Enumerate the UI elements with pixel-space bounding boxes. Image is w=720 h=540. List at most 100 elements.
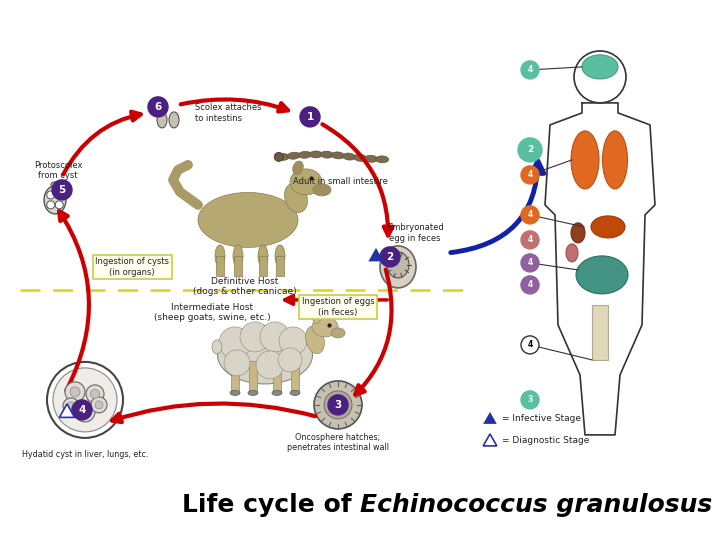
Ellipse shape [275, 245, 285, 267]
Circle shape [80, 407, 90, 417]
Text: 4: 4 [527, 280, 533, 289]
Text: 2: 2 [387, 252, 394, 262]
Circle shape [55, 201, 63, 209]
Ellipse shape [276, 153, 289, 160]
Circle shape [314, 381, 362, 429]
Circle shape [86, 385, 104, 403]
Circle shape [278, 348, 302, 372]
Circle shape [47, 201, 55, 209]
Polygon shape [483, 412, 497, 424]
Ellipse shape [591, 216, 625, 238]
Ellipse shape [387, 252, 409, 278]
Ellipse shape [272, 390, 282, 395]
Text: 5: 5 [58, 185, 66, 195]
Circle shape [63, 398, 79, 414]
Text: 2: 2 [527, 145, 533, 154]
Ellipse shape [230, 390, 240, 395]
Ellipse shape [287, 152, 300, 159]
Ellipse shape [603, 131, 628, 189]
Circle shape [67, 402, 75, 410]
Circle shape [380, 247, 400, 267]
Text: 4: 4 [527, 211, 533, 219]
Ellipse shape [571, 131, 599, 189]
Ellipse shape [298, 151, 311, 158]
Bar [592, 305, 608, 360]
Text: Scolex attaches
to intestins: Scolex attaches to intestins [195, 103, 261, 123]
Circle shape [224, 350, 250, 376]
Ellipse shape [343, 153, 356, 160]
Circle shape [300, 107, 320, 127]
Text: Hydatid cyst in liver, lungs, etc.: Hydatid cyst in liver, lungs, etc. [22, 450, 148, 459]
Circle shape [72, 400, 92, 420]
Ellipse shape [51, 182, 59, 188]
Ellipse shape [331, 328, 345, 338]
Text: Protoscolex
from cyst: Protoscolex from cyst [34, 160, 82, 180]
Ellipse shape [212, 340, 222, 354]
Text: = Diagnostic Stage: = Diagnostic Stage [502, 436, 590, 446]
Text: 4: 4 [527, 259, 533, 267]
Ellipse shape [571, 223, 585, 243]
Ellipse shape [331, 152, 344, 159]
Circle shape [279, 327, 307, 355]
Text: Ingestion of cysts
(in organs): Ingestion of cysts (in organs) [95, 257, 169, 276]
Ellipse shape [233, 245, 243, 267]
Text: 3: 3 [527, 395, 533, 404]
Circle shape [95, 401, 103, 409]
Circle shape [521, 231, 539, 249]
Circle shape [521, 166, 539, 184]
Text: 4: 4 [78, 405, 86, 415]
Text: 4: 4 [527, 235, 533, 245]
Ellipse shape [364, 156, 377, 163]
Circle shape [55, 191, 63, 199]
Text: Oncosphere hatches;
penetrates intestinal wall: Oncosphere hatches; penetrates intestina… [287, 433, 389, 453]
Text: Adult in small intestire: Adult in small intestire [292, 177, 387, 186]
Circle shape [52, 180, 72, 200]
Ellipse shape [293, 161, 303, 175]
Text: 4: 4 [527, 65, 533, 75]
Bar [259, 256, 267, 276]
Bar [291, 361, 299, 393]
Text: 4: 4 [527, 340, 533, 349]
Text: 6: 6 [154, 102, 161, 112]
Ellipse shape [290, 390, 300, 395]
Ellipse shape [582, 55, 618, 79]
Ellipse shape [566, 244, 578, 262]
Bar [276, 256, 284, 276]
Circle shape [70, 387, 80, 397]
Circle shape [328, 395, 348, 415]
Ellipse shape [380, 246, 416, 288]
Text: Life cycle of: Life cycle of [181, 493, 360, 517]
Bar [273, 361, 281, 393]
Polygon shape [483, 434, 497, 446]
Circle shape [324, 391, 352, 419]
Text: Echinococcus granulosus: Echinococcus granulosus [360, 493, 712, 517]
Polygon shape [59, 404, 75, 417]
Ellipse shape [284, 183, 307, 212]
Circle shape [260, 322, 290, 352]
Circle shape [521, 276, 539, 294]
Circle shape [521, 206, 539, 224]
Ellipse shape [248, 390, 258, 395]
Polygon shape [369, 248, 384, 261]
Circle shape [521, 61, 539, 79]
Text: Embryonated
egg in feces: Embryonated egg in feces [387, 224, 444, 243]
Ellipse shape [274, 152, 283, 161]
Circle shape [240, 322, 270, 352]
Circle shape [75, 402, 95, 422]
Circle shape [91, 389, 99, 399]
Ellipse shape [320, 151, 333, 158]
Ellipse shape [312, 317, 338, 337]
Bar [231, 361, 239, 393]
Ellipse shape [354, 154, 366, 161]
Text: Intermediate Host
(sheep goats, swine, etc.): Intermediate Host (sheep goats, swine, e… [153, 303, 270, 322]
Circle shape [256, 351, 284, 379]
Bar [249, 361, 257, 393]
Bar [216, 256, 224, 276]
Circle shape [53, 368, 117, 432]
Circle shape [521, 254, 539, 272]
Ellipse shape [313, 184, 331, 196]
Text: Definitive Host
(dogs & other canicae): Definitive Host (dogs & other canicae) [193, 277, 297, 296]
Ellipse shape [313, 310, 321, 324]
Text: 3: 3 [334, 400, 341, 410]
Ellipse shape [305, 326, 325, 354]
